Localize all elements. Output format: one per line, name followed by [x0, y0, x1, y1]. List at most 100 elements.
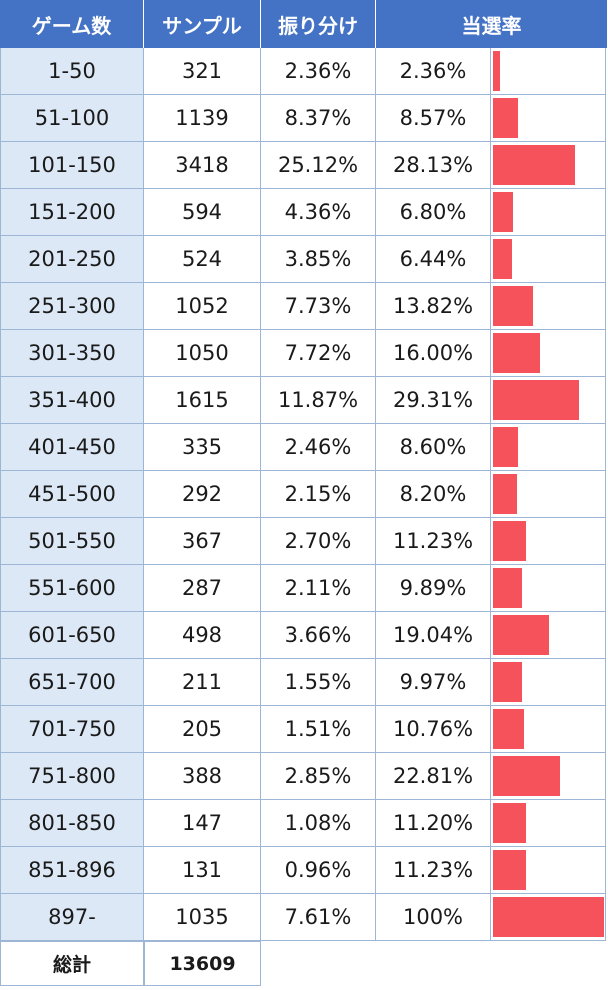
- rate-bar: [493, 521, 526, 561]
- row-rate-bar-cell: [491, 518, 606, 565]
- row-rate-bar-cell: [491, 847, 606, 894]
- row-games: 751-800: [0, 753, 144, 800]
- row-samples: 1050: [144, 330, 261, 377]
- rate-bar: [493, 897, 604, 937]
- row-rate-bar-cell: [491, 95, 606, 142]
- row-rate-bar-cell: [491, 236, 606, 283]
- row-share: 2.15%: [261, 471, 376, 518]
- row-games: 601-650: [0, 612, 144, 659]
- rate-bar: [493, 803, 526, 843]
- row-share: 3.85%: [261, 236, 376, 283]
- row-games: 451-500: [0, 471, 144, 518]
- row-share: 4.36%: [261, 189, 376, 236]
- row-games: 651-700: [0, 659, 144, 706]
- row-share: 3.66%: [261, 612, 376, 659]
- row-rate: 6.44%: [376, 236, 491, 283]
- total-label: 総計: [0, 941, 144, 986]
- row-rate-bar-cell: [491, 659, 606, 706]
- row-rate-bar-cell: [491, 330, 606, 377]
- row-games: 1-50: [0, 48, 144, 95]
- row-rate: 19.04%: [376, 612, 491, 659]
- row-rate: 9.97%: [376, 659, 491, 706]
- row-rate-bar-cell: [491, 142, 606, 189]
- row-rate-bar-cell: [491, 48, 606, 95]
- row-rate: 16.00%: [376, 330, 491, 377]
- rate-bar: [493, 568, 522, 608]
- row-rate-bar-cell: [491, 565, 606, 612]
- row-rate: 29.31%: [376, 377, 491, 424]
- row-samples: 1035: [144, 894, 261, 941]
- row-samples: 205: [144, 706, 261, 753]
- row-rate-bar-cell: [491, 283, 606, 330]
- row-samples: 321: [144, 48, 261, 95]
- row-share: 25.12%: [261, 142, 376, 189]
- rate-bar: [493, 427, 518, 467]
- row-samples: 287: [144, 565, 261, 612]
- rate-bar: [493, 615, 549, 655]
- row-share: 1.51%: [261, 706, 376, 753]
- header-rate: 当選率: [376, 0, 608, 48]
- row-games: 401-450: [0, 424, 144, 471]
- row-samples: 388: [144, 753, 261, 800]
- row-rate: 10.76%: [376, 706, 491, 753]
- total-value: 13609: [144, 941, 261, 986]
- row-rate: 11.20%: [376, 800, 491, 847]
- rate-bar: [493, 98, 518, 138]
- row-samples: 1052: [144, 283, 261, 330]
- rate-bar: [493, 51, 500, 91]
- row-share: 2.46%: [261, 424, 376, 471]
- row-games: 51-100: [0, 95, 144, 142]
- row-share: 2.85%: [261, 753, 376, 800]
- row-games: 851-896: [0, 847, 144, 894]
- rate-bar: [493, 145, 575, 185]
- row-samples: 524: [144, 236, 261, 283]
- row-rate: 13.82%: [376, 283, 491, 330]
- row-games: 351-400: [0, 377, 144, 424]
- row-rate-bar-cell: [491, 706, 606, 753]
- row-rate: 11.23%: [376, 518, 491, 565]
- row-rate-bar-cell: [491, 894, 606, 941]
- rate-bar: [493, 709, 524, 749]
- row-games: 801-850: [0, 800, 144, 847]
- row-share: 7.73%: [261, 283, 376, 330]
- row-samples: 1139: [144, 95, 261, 142]
- row-share: 0.96%: [261, 847, 376, 894]
- row-samples: 292: [144, 471, 261, 518]
- header-share: 振り分け: [261, 0, 376, 48]
- row-rate: 2.36%: [376, 48, 491, 95]
- row-games: 301-350: [0, 330, 144, 377]
- rate-bar: [493, 239, 512, 279]
- row-share: 7.72%: [261, 330, 376, 377]
- row-samples: 594: [144, 189, 261, 236]
- row-samples: 498: [144, 612, 261, 659]
- rate-bar: [493, 662, 522, 702]
- row-rate: 8.20%: [376, 471, 491, 518]
- row-share: 2.11%: [261, 565, 376, 612]
- row-rate: 9.89%: [376, 565, 491, 612]
- row-samples: 1615: [144, 377, 261, 424]
- row-rate: 8.57%: [376, 95, 491, 142]
- rate-bar: [493, 850, 526, 890]
- row-rate-bar-cell: [491, 424, 606, 471]
- row-games: 201-250: [0, 236, 144, 283]
- row-games: 897-: [0, 894, 144, 941]
- header-samples: サンプル: [144, 0, 261, 48]
- row-samples: 335: [144, 424, 261, 471]
- row-share: 11.87%: [261, 377, 376, 424]
- rate-bar: [493, 286, 533, 326]
- row-rate-bar-cell: [491, 753, 606, 800]
- row-rate-bar-cell: [491, 377, 606, 424]
- row-samples: 131: [144, 847, 261, 894]
- row-rate-bar-cell: [491, 612, 606, 659]
- row-rate: 6.80%: [376, 189, 491, 236]
- row-samples: 3418: [144, 142, 261, 189]
- row-games: 251-300: [0, 283, 144, 330]
- header-games: ゲーム数: [0, 0, 144, 48]
- row-share: 7.61%: [261, 894, 376, 941]
- row-rate-bar-cell: [491, 471, 606, 518]
- row-rate: 11.23%: [376, 847, 491, 894]
- row-rate: 22.81%: [376, 753, 491, 800]
- rate-bar: [493, 333, 540, 373]
- row-games: 551-600: [0, 565, 144, 612]
